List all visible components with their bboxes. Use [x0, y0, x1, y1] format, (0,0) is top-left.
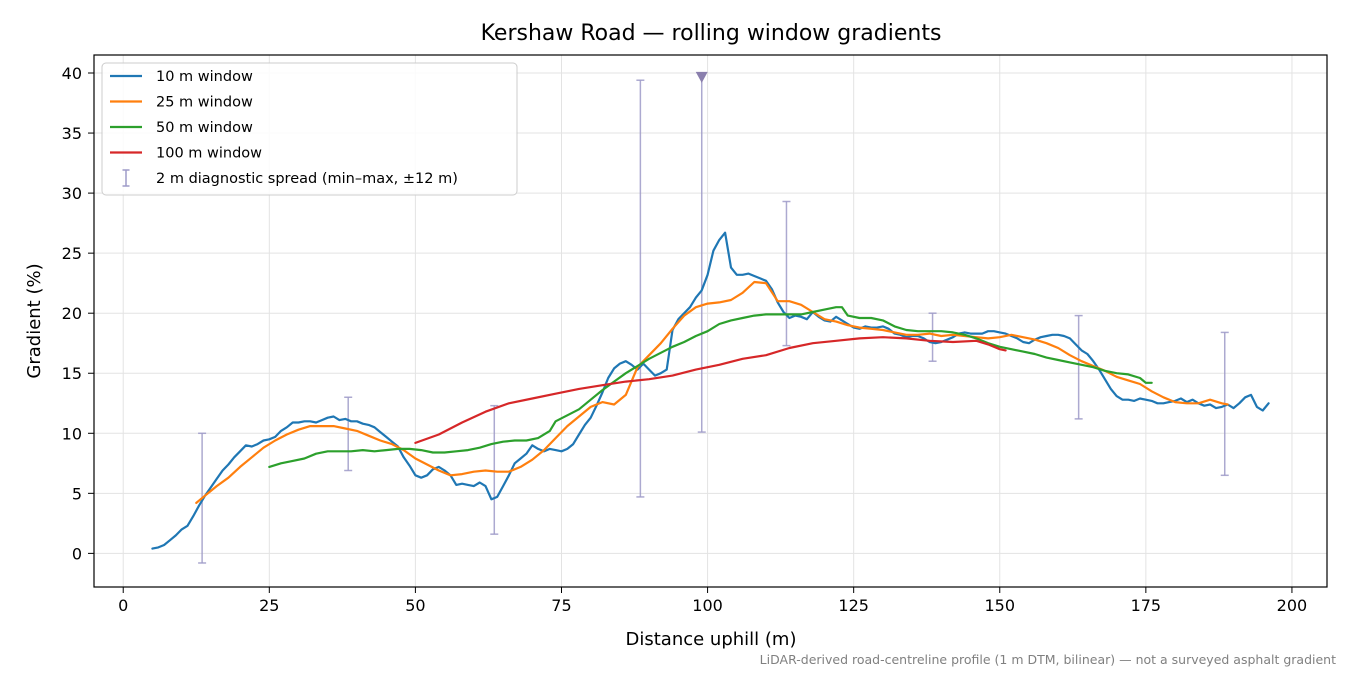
x-tick-label: 25: [259, 596, 279, 615]
series-line-1: [151, 231, 1270, 550]
y-axis-label: Gradient (%): [24, 263, 45, 378]
y-tick-label: 25: [62, 244, 82, 263]
y-tick-label: 20: [62, 304, 82, 323]
y-tick-label: 5: [72, 484, 82, 503]
y-tick-label: 10: [62, 424, 82, 443]
legend-label-errorbars: 2 m diagnostic spread (min–max, ±12 m): [156, 171, 458, 187]
legend-label-4: 100 m window: [156, 146, 262, 162]
axis-ticks: 0 25 50 75 100 125 150 175 200 0 5 10 15 20 25 30 35 40: [62, 64, 1308, 615]
y-tick-label: 30: [62, 184, 82, 203]
series-line-4: [414, 336, 1007, 444]
legend-label-3: 50 m window: [156, 120, 253, 136]
series-line-3: [268, 306, 1153, 468]
x-tick-label: 0: [118, 596, 128, 615]
x-tick-label: 200: [1277, 596, 1308, 615]
legend-label-1: 10 m window: [156, 69, 253, 85]
x-tick-label: 125: [838, 596, 869, 615]
x-tick-label: 150: [984, 596, 1015, 615]
x-tick-label: 75: [551, 596, 571, 615]
x-axis-label: Distance uphill (m): [626, 629, 797, 650]
legend-box: [101, 62, 518, 196]
y-tick-label: 0: [72, 544, 82, 563]
x-tick-label: 100: [692, 596, 723, 615]
marker-group: [695, 71, 708, 83]
legend-label-2: 25 m window: [156, 95, 253, 111]
series-line-2: [195, 280, 1229, 504]
y-tick-label: 40: [62, 64, 82, 83]
chart-title: Kershaw Road — rolling window gradients: [481, 21, 942, 46]
plot-frame: [93, 54, 1328, 588]
series-group: [151, 231, 1270, 550]
y-tick-label: 35: [62, 124, 82, 143]
footnote: LiDAR-derived road-centreline profile (1…: [759, 652, 1336, 667]
legend: 10 m window 25 m window 50 m window 100 m w…: [101, 62, 518, 196]
x-tick-label: 175: [1131, 596, 1162, 615]
clipped-value-marker: [695, 71, 708, 83]
x-tick-label: 50: [405, 596, 425, 615]
y-tick-label: 15: [62, 364, 82, 383]
